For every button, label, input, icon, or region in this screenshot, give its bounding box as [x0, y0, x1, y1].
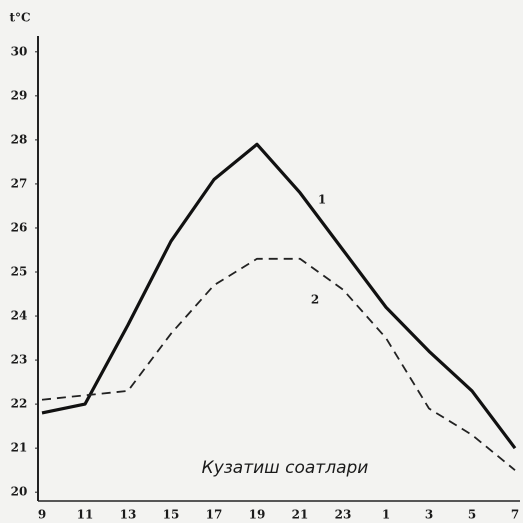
x-tick-label: 7 [511, 508, 519, 522]
y-tick-label: 27 [11, 176, 28, 190]
x-tick-label: 1 [382, 508, 390, 522]
y-tick-label: 30 [11, 44, 28, 58]
y-tick-label: 25 [11, 265, 28, 279]
x-tick-label: 17 [206, 508, 223, 522]
y-tick-label: 20 [11, 485, 28, 499]
y-tick-label: 23 [11, 353, 28, 367]
x-tick-label: 13 [120, 508, 137, 522]
series-line [41, 257, 516, 471]
series-label: 2 [311, 293, 319, 307]
y-tick-label: 29 [11, 88, 28, 102]
y-tick-label: 22 [11, 397, 28, 411]
x-tick-label: 15 [163, 508, 180, 522]
x-tick-label: 9 [38, 508, 46, 522]
y-tick-label: 21 [11, 441, 28, 455]
y-tick-label: 28 [11, 132, 28, 146]
x-tick-label: 21 [292, 508, 309, 522]
y-tick-label: 26 [11, 220, 28, 234]
x-tick-label: 11 [77, 508, 94, 522]
x-tick-label: 19 [249, 508, 266, 522]
y-tick-label: 24 [11, 309, 28, 323]
series-line [41, 142, 517, 450]
x-tick-label: 5 [468, 508, 476, 522]
x-tick-label: 23 [335, 508, 352, 522]
y-axis-label: t°C [9, 11, 30, 25]
annotation: Кузатиш соатлари [202, 458, 369, 478]
x-tick-label: 3 [425, 508, 433, 522]
series-label: 1 [318, 193, 326, 207]
